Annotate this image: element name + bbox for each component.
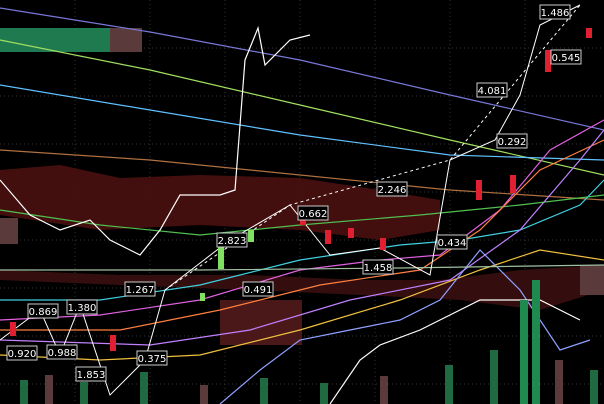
annotation-label: 0.988 (48, 348, 77, 359)
panel-block (110, 28, 142, 52)
annotation-label: 0.491 (244, 285, 273, 296)
annotation-box (476, 82, 508, 98)
annotation-box (362, 259, 394, 275)
annotation-box (27, 303, 59, 319)
annotation-label: 0.662 (299, 209, 328, 220)
cloud (0, 265, 604, 310)
annotation-label: 4.081 (478, 86, 507, 97)
annotation-label: 1.853 (77, 370, 106, 381)
annotation-box (436, 234, 468, 250)
candles (10, 28, 592, 351)
annotations: 1.486 4.081 0.545 0.292 2.246 0.662 2.823 0.434… (6, 4, 582, 382)
annotation-label: 1.380 (68, 303, 97, 314)
cloud (220, 300, 302, 345)
annotation-label: 1.458 (364, 263, 393, 274)
annotation-box (496, 133, 528, 149)
annotation-box (75, 366, 107, 382)
annotation-box (66, 299, 98, 315)
panel-block (580, 265, 604, 295)
annotation-label: 0.375 (138, 354, 167, 365)
annotation-box (6, 345, 38, 361)
annotation-label: 2.823 (218, 236, 247, 247)
annotation-box (136, 350, 168, 366)
annotation-label: 0.920 (8, 349, 37, 360)
annotation-label: 1.486 (541, 8, 570, 19)
annotation-label: 0.434 (438, 238, 467, 249)
annotation-box (216, 232, 248, 248)
panel-block (0, 28, 110, 52)
annotation-box (124, 281, 156, 297)
cloud (0, 165, 440, 240)
annotation-box (539, 4, 571, 20)
panel-block (0, 218, 18, 244)
annotation-box (297, 205, 329, 221)
annotation-label: 0.545 (552, 53, 581, 64)
annotation-box (550, 49, 582, 65)
annotation-box (376, 181, 408, 197)
zigzag (164, 4, 581, 291)
annotation-box (242, 281, 274, 297)
annotation-label: 2.246 (378, 185, 407, 196)
annotation-label: 1.267 (126, 285, 155, 296)
annotation-box (46, 344, 78, 360)
volume (20, 280, 598, 404)
annotation-label: 0.869 (29, 307, 58, 318)
annotation-label: 0.292 (498, 137, 527, 148)
